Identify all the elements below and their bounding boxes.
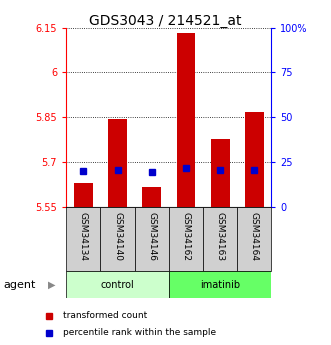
Bar	[245, 112, 264, 207]
Bar	[169, 271, 271, 298]
Bar	[142, 187, 161, 207]
Text: imatinib: imatinib	[200, 280, 240, 289]
Text: percentile rank within the sample: percentile rank within the sample	[63, 328, 216, 337]
Text: agent: agent	[3, 280, 36, 289]
Bar	[203, 207, 237, 271]
Bar	[66, 207, 100, 271]
Bar	[176, 33, 195, 207]
Text: GSM34162: GSM34162	[181, 212, 190, 261]
Bar	[108, 119, 127, 207]
Text: ▶: ▶	[48, 280, 55, 289]
Text: GSM34164: GSM34164	[250, 212, 259, 261]
Text: GSM34163: GSM34163	[215, 212, 225, 261]
Text: GDS3043 / 214521_at: GDS3043 / 214521_at	[89, 14, 242, 28]
Bar	[100, 207, 135, 271]
Text: transformed count: transformed count	[63, 311, 147, 320]
Bar	[74, 183, 93, 207]
Bar	[169, 207, 203, 271]
Bar	[211, 139, 229, 207]
Text: GSM34146: GSM34146	[147, 212, 156, 261]
Bar	[237, 207, 271, 271]
Text: GSM34134: GSM34134	[79, 212, 88, 261]
Text: GSM34140: GSM34140	[113, 212, 122, 261]
Bar	[135, 207, 169, 271]
Text: control: control	[101, 280, 134, 289]
Bar	[66, 271, 169, 298]
